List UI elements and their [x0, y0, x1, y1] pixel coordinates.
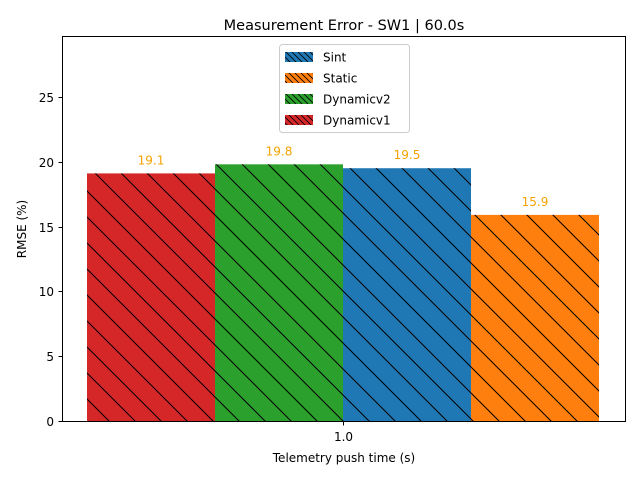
value-label-dynamicv2: 19.8 — [266, 144, 293, 158]
value-label-sint: 19.5 — [394, 148, 421, 162]
legend-item-static: Static — [285, 72, 357, 86]
legend-label: Sint — [323, 51, 347, 65]
y-axis: 0 5 10 15 20 25 — [39, 91, 63, 429]
y-tick-label: 10 — [39, 285, 54, 299]
bar-dynamicv2 — [215, 164, 343, 422]
x-axis: 1.0 — [334, 421, 353, 444]
y-axis-label: RMSE (%) — [15, 200, 29, 258]
bar-dynamicv1 — [87, 173, 215, 421]
legend-swatch-hatch — [285, 52, 313, 62]
legend-item-dynamicv2: Dynamicv2 — [285, 93, 391, 107]
legend-item-sint: Sint — [285, 51, 347, 65]
legend-swatch-hatch — [285, 94, 313, 104]
legend-box — [279, 44, 410, 133]
y-tick-label: 25 — [39, 91, 54, 105]
bar-hatch — [87, 173, 215, 421]
y-tick-label: 20 — [39, 156, 54, 170]
value-labels-group: 19.1 19.8 19.5 15.9 — [138, 144, 549, 209]
legend: Sint Static Dynamicv2 Dynamicv1 — [279, 44, 410, 133]
bar-sint — [343, 168, 471, 421]
value-label-static: 15.9 — [522, 195, 549, 209]
bars-group — [87, 164, 599, 422]
legend-label: Static — [323, 72, 357, 86]
bar-hatch — [343, 168, 471, 421]
bar-hatch — [215, 164, 343, 422]
value-label-dynamicv1: 19.1 — [138, 153, 165, 167]
legend-label: Dynamicv2 — [323, 93, 391, 107]
legend-item-dynamicv1: Dynamicv1 — [285, 114, 391, 128]
chart-title: Measurement Error - SW1 | 60.0s — [224, 18, 465, 34]
bar-hatch — [471, 214, 599, 421]
bar-static — [471, 214, 599, 421]
legend-swatch-hatch — [285, 115, 313, 125]
x-axis-label: Telemetry push time (s) — [272, 451, 415, 465]
y-tick-label: 0 — [46, 415, 54, 429]
x-tick-label: 1.0 — [334, 430, 353, 444]
y-tick-label: 15 — [39, 221, 54, 235]
legend-swatch-hatch — [285, 73, 313, 83]
y-tick-label: 5 — [46, 350, 54, 364]
legend-label: Dynamicv1 — [323, 114, 391, 128]
